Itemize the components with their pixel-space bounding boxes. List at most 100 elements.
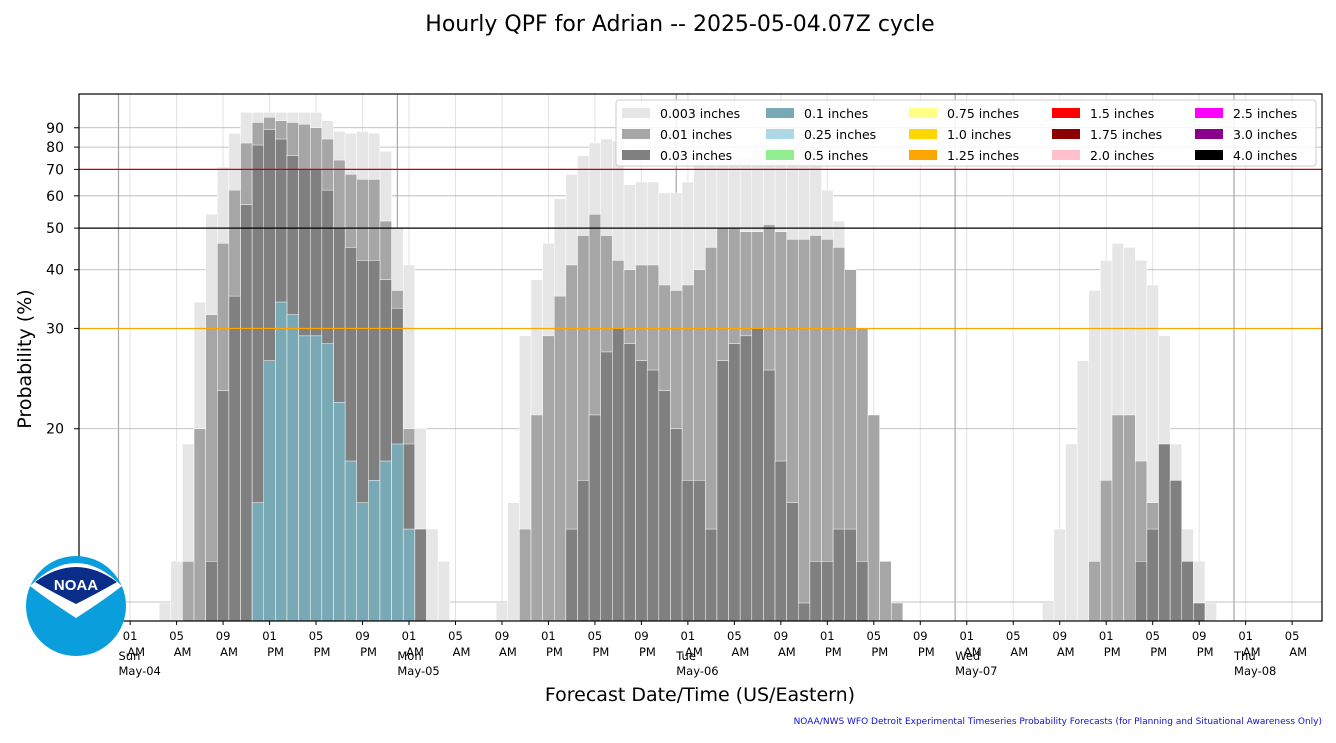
x-tick-label: 01 — [820, 629, 835, 643]
day-label: Tue — [675, 649, 696, 663]
bar-0-01-inches — [867, 414, 880, 622]
x-tick-label: 05 — [866, 629, 881, 643]
bar-0-1-inches — [368, 480, 381, 622]
date-label: May-07 — [955, 664, 997, 678]
bar-0-03-inches — [1181, 561, 1194, 622]
bar-0-003-inches — [426, 528, 439, 622]
bar-0-003-inches — [1076, 360, 1090, 622]
x-tick-label: 09 — [1052, 629, 1067, 643]
bar-0-03-inches — [658, 390, 671, 622]
bar-0-03-inches — [693, 480, 706, 622]
legend-label: 1.5 inches — [1090, 106, 1154, 121]
bar-0-03-inches — [798, 602, 811, 622]
bar-0-1-inches — [321, 343, 334, 622]
bar-0-03-inches — [751, 328, 764, 622]
bar-0-03-inches — [716, 360, 729, 622]
legend-label: 0.5 inches — [804, 148, 868, 163]
x-tick-label: 01 — [959, 629, 974, 643]
legend-swatch — [909, 150, 937, 160]
bar-0-1-inches — [275, 301, 288, 622]
legend-swatch — [1195, 129, 1223, 139]
bar-0-01-inches — [879, 561, 892, 622]
x-tick-sublabel: PM — [546, 645, 563, 659]
y-tick-label: 80 — [46, 140, 64, 156]
bar-0-1-inches — [379, 460, 392, 622]
plot-area-frame — [78, 93, 1323, 622]
bar-0-03-inches — [821, 561, 834, 622]
x-tick-sublabel: AM — [127, 645, 145, 659]
noaa-logo-text: NOAA — [54, 577, 98, 594]
bar-0-003-inches — [158, 602, 172, 622]
bar-0-003-inches — [437, 561, 450, 622]
date-label: May-05 — [397, 664, 439, 678]
x-tick-label: 05 — [1145, 629, 1160, 643]
bar-0-01-inches — [554, 295, 567, 622]
x-tick-label: 09 — [634, 629, 649, 643]
y-axis-label: Probability (%) — [14, 289, 36, 429]
x-tick-sublabel: PM — [918, 645, 935, 659]
bar-0-01-inches — [798, 239, 811, 622]
bar-0-03-inches — [612, 328, 625, 622]
x-tick-label: 01 — [541, 629, 556, 643]
x-tick-sublabel: AM — [1243, 645, 1261, 659]
x-tick-label: 05 — [309, 629, 324, 643]
legend-swatch — [1052, 108, 1080, 118]
y-tick-label: 50 — [46, 221, 64, 237]
bar-0-03-inches — [1158, 443, 1171, 622]
legend-label: 0.1 inches — [804, 106, 868, 121]
bar-0-1-inches — [344, 460, 357, 622]
bar-0-01-inches — [1123, 414, 1136, 622]
bar-0-03-inches — [565, 528, 578, 622]
x-tick-label: 09 — [774, 629, 789, 643]
bar-0-03-inches — [809, 561, 822, 622]
bar-0-1-inches — [356, 502, 369, 622]
bar-0-01-inches — [519, 528, 532, 622]
legend-label: 3.0 inches — [1233, 127, 1297, 142]
bar-0-1-inches — [298, 335, 311, 622]
bar-0-1-inches — [309, 335, 323, 622]
day-label: Mon — [397, 649, 421, 663]
bar-0-03-inches — [623, 343, 636, 622]
x-tick-sublabel: AM — [778, 645, 796, 659]
chart-title: Hourly QPF for Adrian -- 2025-05-04.07Z … — [425, 12, 935, 37]
x-tick-label: 05 — [588, 629, 603, 643]
legend: 0.003 inches 0.01 inches 0.03 inches 0.1 in… — [615, 99, 1317, 167]
bar-0-01-inches — [542, 335, 555, 622]
bar-0-1-inches — [391, 443, 404, 622]
bar-0-01-inches — [1100, 480, 1113, 622]
bars-layer — [158, 112, 1217, 622]
x-tick-label: 01 — [262, 629, 277, 643]
bar-0-03-inches — [635, 360, 648, 622]
x-tick-sublabel: AM — [685, 645, 703, 659]
legend-swatch — [1195, 150, 1223, 160]
x-tick-label: 09 — [913, 629, 928, 643]
bar-0-1-inches — [263, 360, 276, 622]
legend-swatch — [766, 129, 794, 139]
day-label: Thu — [1233, 649, 1256, 663]
bar-0-03-inches — [1135, 561, 1148, 622]
legend-label: 0.01 inches — [660, 127, 732, 142]
bar-0-01-inches — [530, 414, 543, 622]
bar-0-03-inches — [856, 561, 869, 622]
x-tick-sublabel: AM — [453, 645, 471, 659]
legend-label: 4.0 inches — [1233, 148, 1297, 163]
legend-label: 2.0 inches — [1090, 148, 1154, 163]
bar-0-03-inches — [1193, 602, 1206, 622]
x-tick-label: 01 — [1238, 629, 1253, 643]
x-tick-label: 05 — [448, 629, 463, 643]
legend-swatch — [766, 150, 794, 160]
x-tick-sublabel: PM — [267, 645, 284, 659]
bar-0-1-inches — [333, 402, 346, 622]
x-tick-label: 01 — [1099, 629, 1114, 643]
bar-0-03-inches — [228, 295, 241, 622]
y-tick-label: 20 — [46, 422, 64, 438]
x-tick-sublabel: AM — [1010, 645, 1028, 659]
bar-0-03-inches — [577, 480, 590, 622]
x-tick-sublabel: PM — [1104, 645, 1121, 659]
legend-swatch — [909, 108, 937, 118]
bar-0-03-inches — [728, 343, 741, 622]
x-tick-sublabel: PM — [314, 645, 331, 659]
bar-0-03-inches — [763, 369, 776, 622]
x-tick-label: 09 — [355, 629, 370, 643]
